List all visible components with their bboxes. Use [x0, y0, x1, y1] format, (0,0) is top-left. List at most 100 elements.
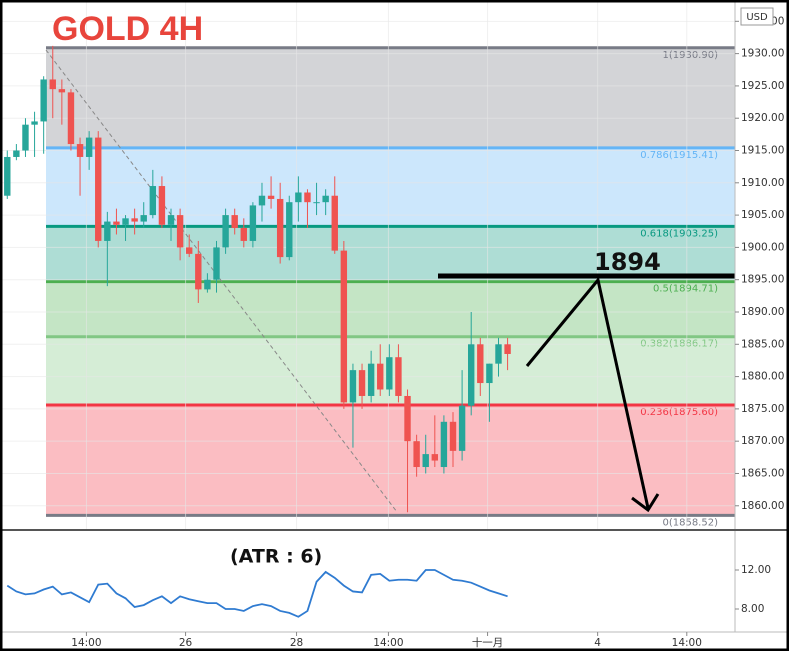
- candle-body: [31, 121, 38, 125]
- candle-body: [204, 279, 211, 290]
- candle-body: [58, 89, 66, 93]
- y-tick-label: 1930.00: [741, 48, 784, 60]
- fib-label: 0(1858.52): [662, 517, 718, 528]
- projection-arrow: [525, 276, 650, 509]
- y-tick-label: 1915.00: [741, 145, 784, 157]
- candle-body: [267, 195, 275, 199]
- candle-body: [85, 137, 93, 157]
- candle-body: [240, 228, 247, 241]
- candle-body: [249, 205, 257, 241]
- candle-body: [213, 247, 220, 280]
- candle-body: [131, 218, 138, 222]
- candle-body: [477, 344, 484, 384]
- fib-label: 0.618(1903.25): [640, 228, 718, 239]
- candle-body: [304, 192, 311, 203]
- candle-body: [40, 79, 47, 122]
- candle-body: [313, 202, 320, 204]
- candle-body: [431, 454, 439, 461]
- candle-body: [458, 405, 466, 451]
- candle-body: [95, 137, 102, 241]
- y-tick-label: 1895.00: [741, 274, 784, 286]
- fib-label: 0.5(1894.71): [653, 284, 718, 295]
- indicator-title: (ATR : 6): [230, 546, 322, 568]
- candle-body: [440, 421, 448, 468]
- candle-body: [468, 344, 475, 406]
- candle-body: [258, 195, 266, 206]
- candle-body: [4, 156, 11, 196]
- y-tick-label: 1860.00: [741, 500, 784, 512]
- candle-body: [158, 186, 166, 225]
- candle-body: [340, 250, 348, 403]
- currency-label: USD: [746, 12, 768, 23]
- candle-body: [231, 215, 238, 229]
- fib-label: 0.786(1915.41): [640, 150, 718, 161]
- fib-label: 1(1930.90): [662, 50, 718, 61]
- y-tick-label: 1880.00: [741, 371, 784, 383]
- candle-body: [322, 195, 329, 203]
- candle-body: [140, 215, 147, 222]
- candle-body: [286, 202, 293, 258]
- candle-body: [358, 370, 366, 396]
- x-tick-label: 26: [179, 637, 193, 649]
- x-tick-label: 十一月: [472, 636, 504, 649]
- candle-body: [276, 198, 284, 258]
- y-tick-label: 12.00: [741, 564, 771, 576]
- x-tick-label: 14:00: [71, 637, 101, 649]
- candle-body: [49, 79, 56, 90]
- candle-body: [331, 195, 338, 251]
- candle-body: [176, 215, 184, 248]
- annotation: 1894: [594, 248, 661, 276]
- atr-line: [6, 569, 508, 618]
- candle-body: [349, 370, 357, 403]
- currency-box: [740, 7, 774, 26]
- y-tick-label: 1870.00: [741, 435, 784, 447]
- y-tick-label: 1910.00: [741, 177, 784, 189]
- y-tick-label: 1865.00: [741, 467, 784, 479]
- chart-title: GOLD 4H: [52, 10, 203, 48]
- x-tick-label: 4: [594, 637, 601, 649]
- candle-body: [295, 192, 302, 203]
- candle-body: [67, 92, 75, 145]
- candle-body: [422, 454, 429, 468]
- y-tick-label: 8.00: [741, 603, 764, 615]
- x-tick-label: 14:00: [672, 637, 702, 649]
- candle-body: [222, 215, 229, 248]
- candle-body: [377, 363, 384, 390]
- trend-line: [45, 49, 398, 513]
- candle-body: [76, 144, 84, 157]
- fib-zone: [46, 405, 735, 516]
- x-tick-label: 28: [290, 637, 303, 649]
- candle-body: [486, 363, 493, 384]
- fib-zone: [46, 281, 735, 337]
- y-tick-label: 1885.00: [741, 338, 784, 350]
- candle-body: [395, 357, 402, 396]
- candle-body: [149, 186, 157, 216]
- candle-body: [404, 395, 411, 442]
- candle-body: [186, 247, 193, 254]
- candle-body: [449, 421, 457, 451]
- candle-body: [113, 221, 120, 225]
- candle-body: [504, 344, 511, 354]
- y-tick-label: 1920.00: [741, 112, 784, 124]
- arrow-head: [631, 493, 660, 513]
- y-tick-label: 1905.00: [741, 209, 784, 221]
- candle-body: [122, 218, 129, 225]
- candle-body: [167, 215, 175, 225]
- fib-label: 0.236(1875.60): [640, 407, 718, 418]
- candle-body: [195, 253, 202, 290]
- candle-body: [495, 344, 502, 364]
- x-tick-label: 14:00: [373, 637, 403, 649]
- fib-zone: [46, 226, 735, 282]
- candle-body: [13, 150, 20, 157]
- candle-body: [413, 441, 420, 468]
- y-tick-label: 1925.00: [741, 80, 784, 92]
- fib-zone: [46, 47, 735, 148]
- y-tick-label: 1900.00: [741, 241, 784, 253]
- candle-body: [22, 124, 29, 151]
- candle-body: [104, 221, 111, 241]
- candle-body: [367, 363, 375, 396]
- candle-body: [386, 357, 393, 390]
